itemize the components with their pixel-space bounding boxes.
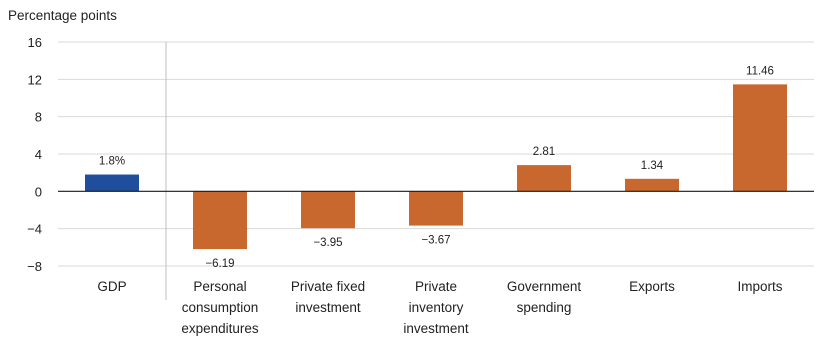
data-label: −3.95 <box>313 237 342 249</box>
gridlines <box>58 41 814 300</box>
category-label: Private <box>415 279 457 294</box>
bar <box>517 165 571 192</box>
y-tick-label: 4 <box>35 147 42 162</box>
bars <box>85 84 787 250</box>
data-label: 2.81 <box>533 146 555 158</box>
category-label: Private fixed <box>291 279 365 294</box>
category-label: inventory <box>409 300 464 315</box>
category-label: spending <box>517 300 572 315</box>
bar <box>625 178 679 192</box>
bar <box>733 84 787 192</box>
data-labels: 1.8% −6.19 −3.95 −3.67 2.81 1.34 11.46 <box>99 65 774 270</box>
category-label: Personal <box>193 279 246 294</box>
category-label: Imports <box>737 279 782 294</box>
bar <box>409 191 463 226</box>
y-tick-label: −4 <box>27 222 42 237</box>
data-label: −3.67 <box>421 235 450 247</box>
y-tick-label: 16 <box>28 35 42 50</box>
category-labels: GDP Personal consumption expenditures Privat… <box>97 279 782 336</box>
category-label: investment <box>403 321 469 336</box>
y-tick-labels: 16 12 8 4 0 −4 −8 <box>27 35 42 274</box>
category-label: expenditures <box>181 321 259 336</box>
y-tick-label: 0 <box>35 184 42 199</box>
category-label: Exports <box>629 279 675 294</box>
bar <box>193 191 247 250</box>
data-label: 11.46 <box>746 65 774 77</box>
bar <box>301 191 355 229</box>
category-label: GDP <box>97 279 126 294</box>
data-label: 1.34 <box>641 160 664 172</box>
y-tick-label: −8 <box>27 259 42 274</box>
category-label: investment <box>295 300 361 315</box>
category-label: consumption <box>182 300 259 315</box>
data-label: 1.8% <box>99 156 125 168</box>
y-axis-title: Percentage points <box>8 8 117 23</box>
data-label: −6.19 <box>205 258 234 270</box>
y-tick-label: 8 <box>35 110 42 125</box>
bar <box>85 174 139 192</box>
category-label: Government <box>507 279 582 294</box>
y-tick-label: 12 <box>28 72 42 87</box>
